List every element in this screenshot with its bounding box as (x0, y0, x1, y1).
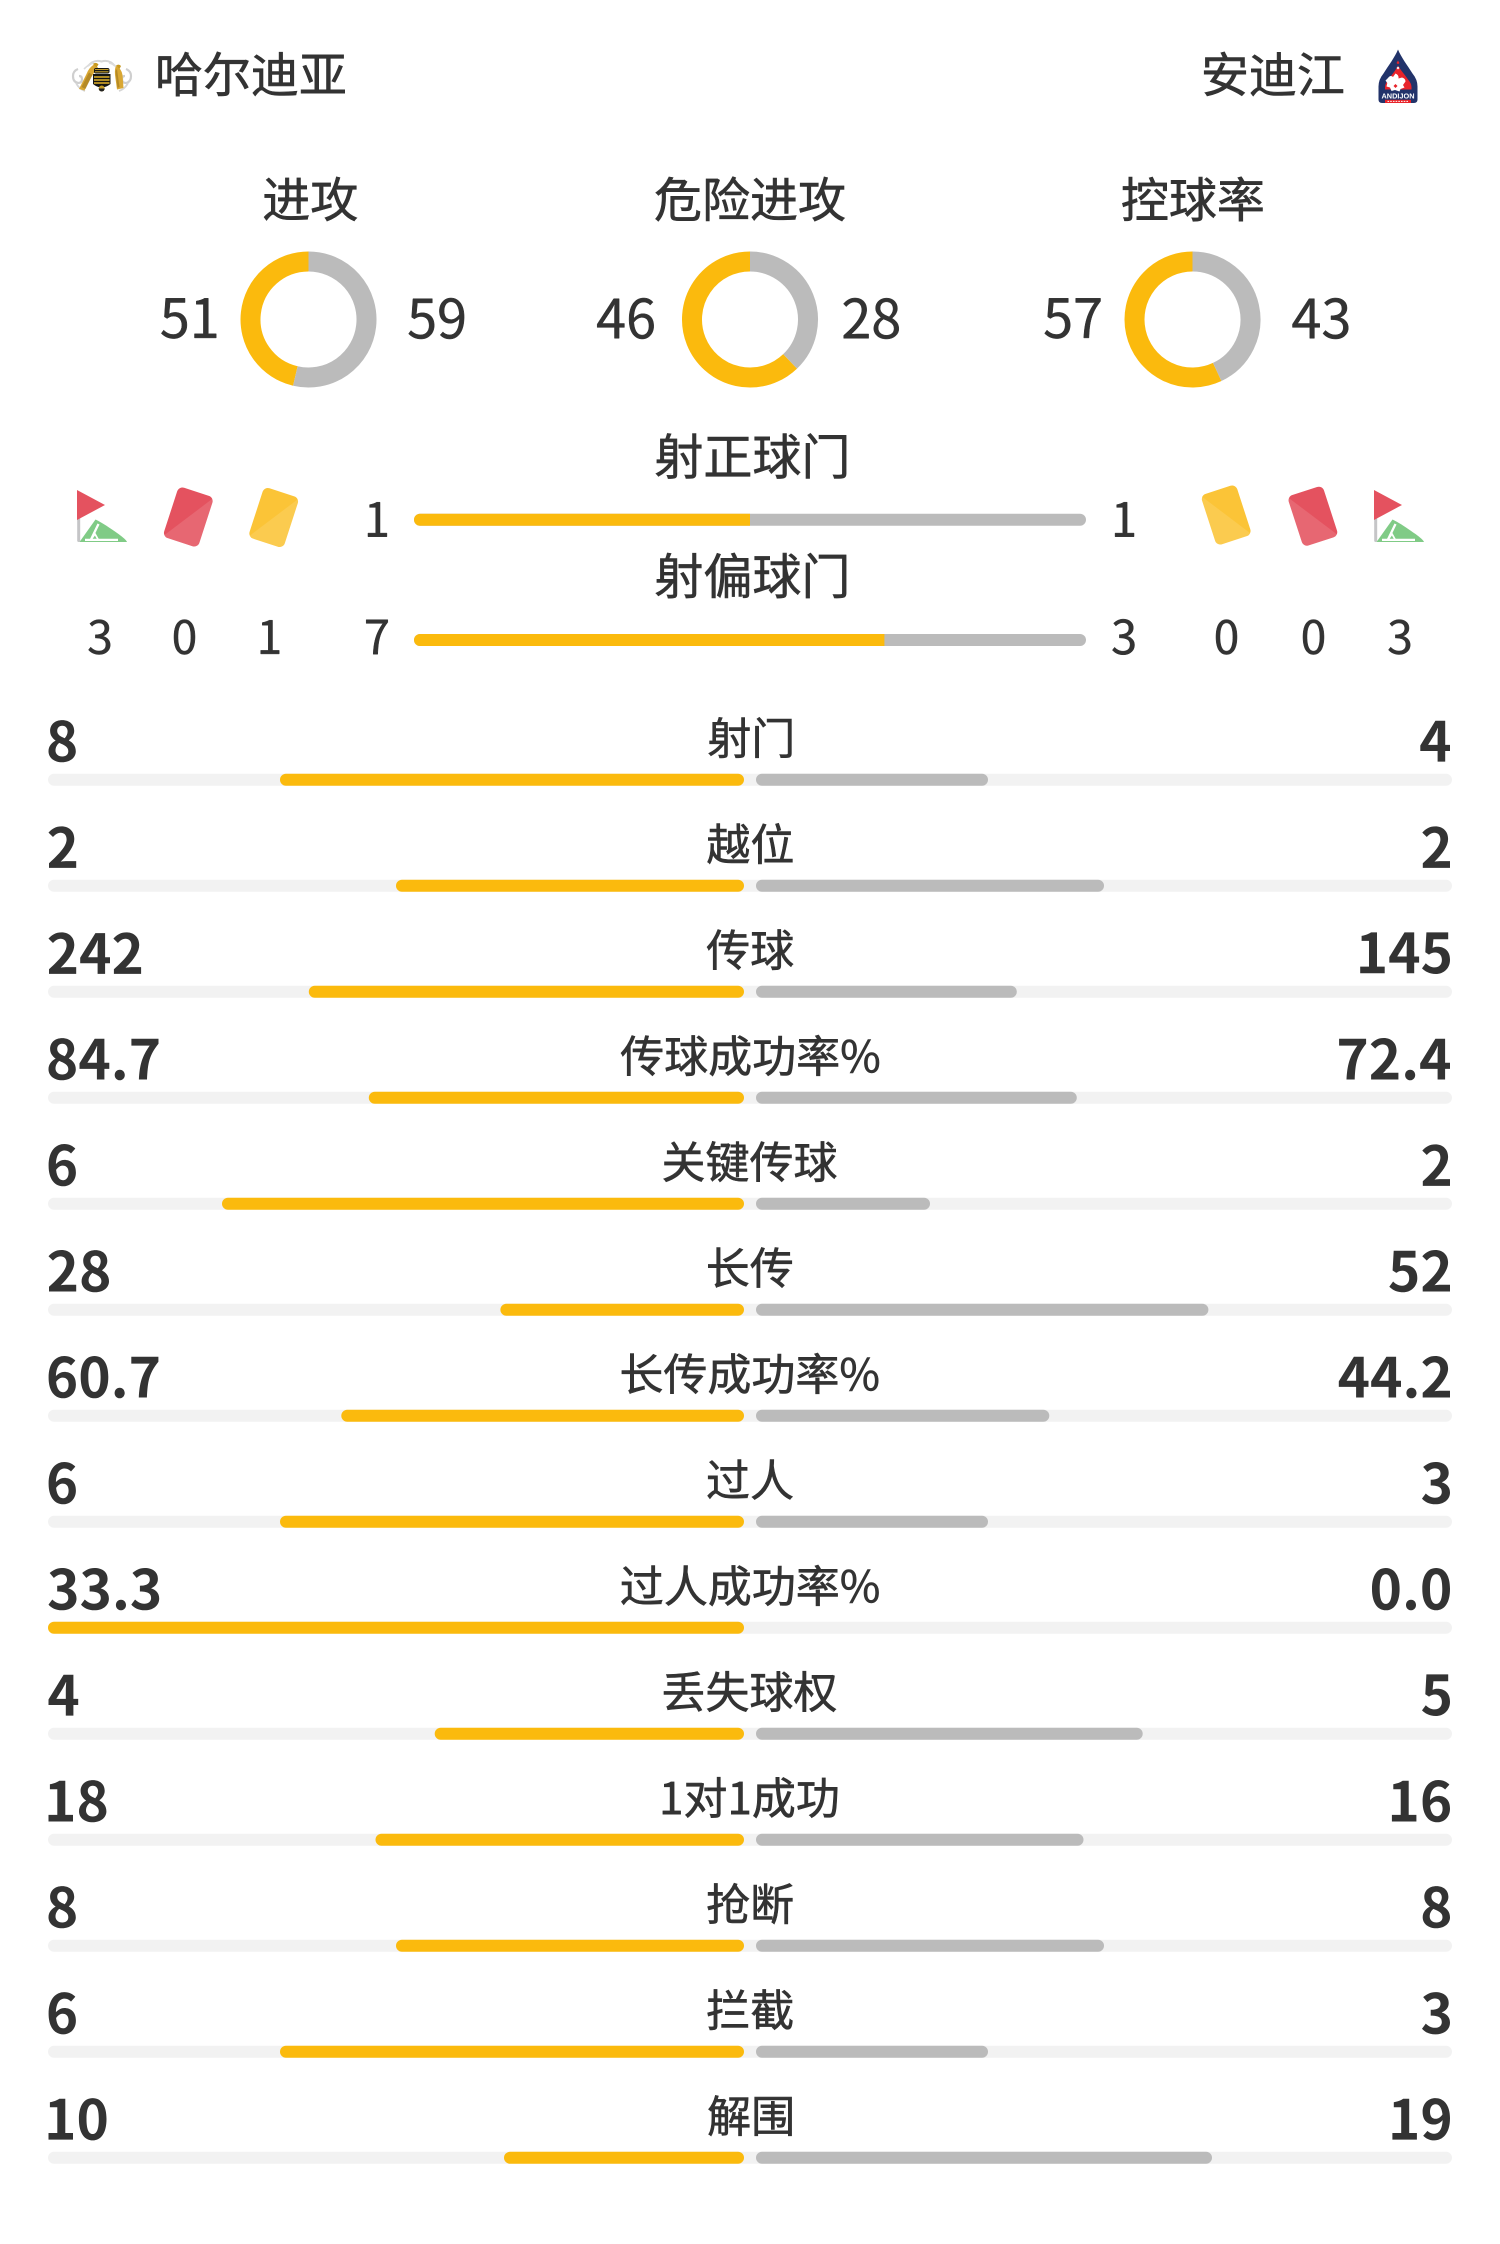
svg-text:ANDIJON: ANDIJON (1382, 91, 1415, 100)
